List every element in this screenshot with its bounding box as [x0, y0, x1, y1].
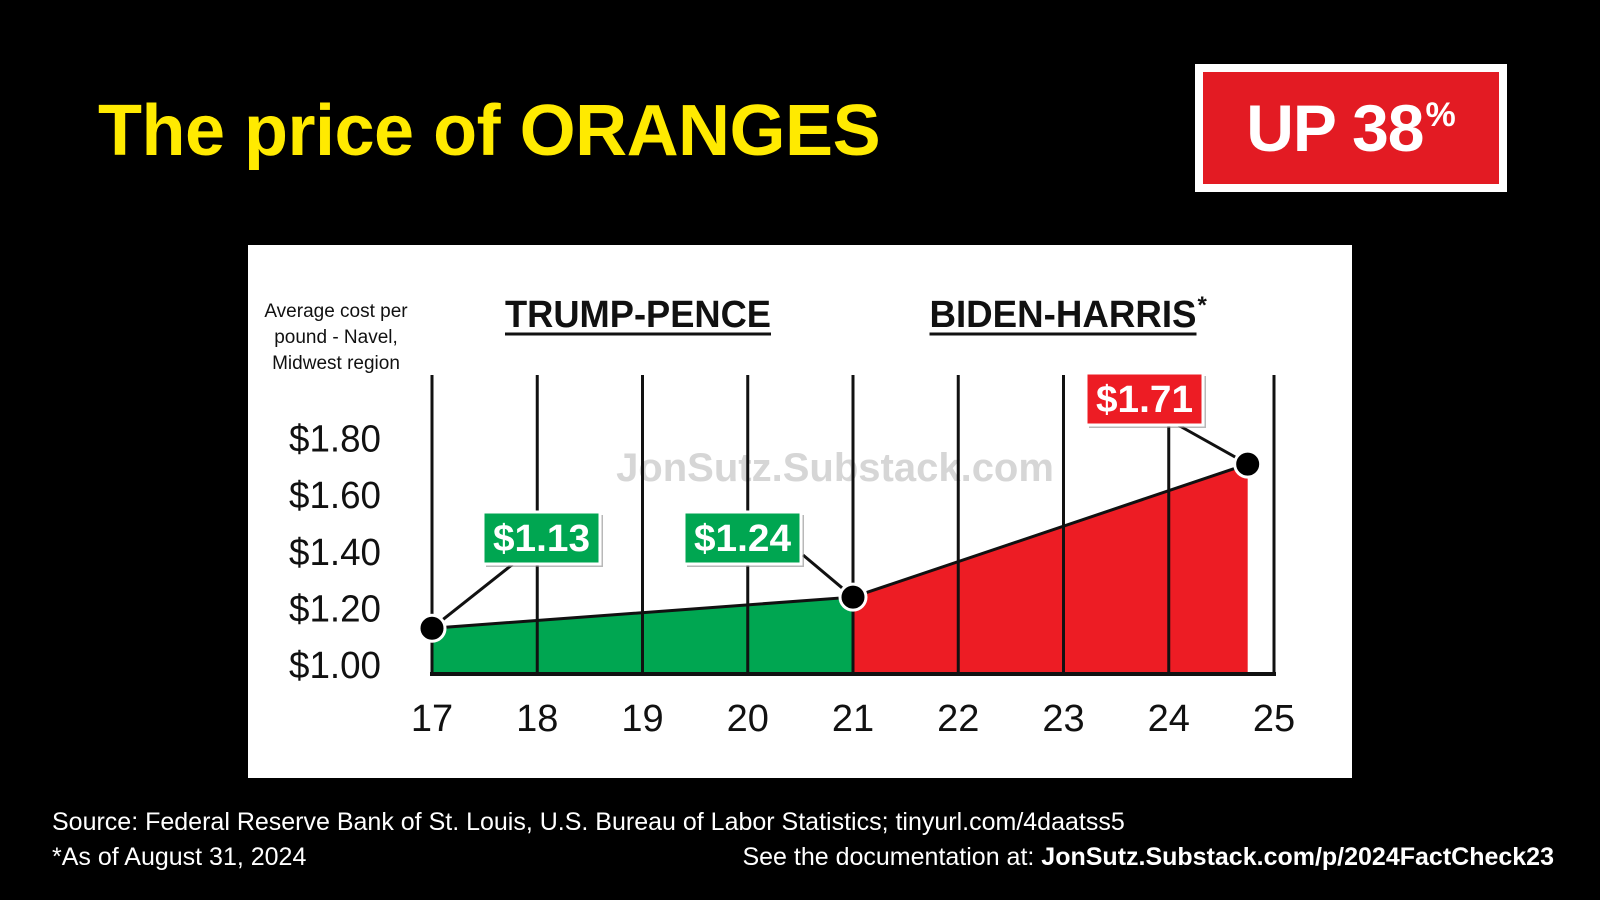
- value-label-box: [481, 510, 602, 566]
- x-tick-label: 23: [1042, 698, 1084, 740]
- y-tick-label: $1.20: [289, 588, 381, 630]
- y-tick-label: $1.60: [289, 475, 381, 517]
- data-point-marker: [1233, 449, 1263, 479]
- orange-price-chart: JonSutz.Substack.com Average cost per poun…: [264, 292, 1295, 740]
- chart-panel: JonSutz.Substack.com Average cost per poun…: [248, 245, 1352, 778]
- biden-harris-area: [853, 464, 1248, 673]
- y-axis-description-line: pound - Navel,: [274, 327, 398, 348]
- value-label-text: $1.71: [1096, 379, 1193, 421]
- watermark-text: JonSutz.Substack.com: [616, 446, 1054, 490]
- data-point-marker: [417, 613, 447, 643]
- data-point-marker: [838, 582, 868, 612]
- asterisk-note: *As of August 31, 2024: [52, 843, 307, 871]
- x-tick-label: 19: [621, 698, 663, 740]
- page-title: The price of ORANGES: [98, 91, 881, 171]
- trump-pence-header: TRUMP-PENCE: [505, 294, 771, 336]
- x-tick-label: 24: [1148, 698, 1190, 740]
- asterisk-mark: *: [1198, 292, 1208, 319]
- y-tick-label: $1.80: [289, 419, 381, 461]
- value-label-leader: [431, 562, 514, 630]
- x-tick-label: 17: [411, 698, 453, 740]
- x-tick-label: 20: [727, 698, 769, 740]
- y-tick-label: $1.40: [289, 532, 381, 574]
- badge-percent-sign: %: [1425, 96, 1456, 134]
- biden-harris-header: BIDEN-HARRIS: [930, 294, 1197, 336]
- value-label-text: $1.24: [694, 518, 791, 560]
- x-tick-label: 18: [516, 698, 558, 740]
- value-label-box: [1084, 371, 1205, 427]
- source-citation: Source: Federal Reserve Bank of St. Loui…: [52, 808, 1125, 836]
- x-tick-label: 21: [832, 698, 874, 740]
- badge-value: UP 38: [1246, 91, 1424, 165]
- documentation-link[interactable]: JonSutz.Substack.com/p/2024FactCheck23: [1041, 843, 1554, 871]
- percent-change-badge: UP 38 %: [1195, 64, 1507, 192]
- x-tick-label: 25: [1253, 698, 1295, 740]
- y-tick-label: $1.00: [289, 645, 381, 687]
- value-label-box: [682, 510, 803, 566]
- value-label-text: $1.13: [493, 518, 590, 560]
- y-axis-description-line: Average cost per: [264, 301, 408, 322]
- documentation-prefix: See the documentation at:: [742, 843, 1042, 871]
- documentation-line: See the documentation at: JonSutz.Substa…: [742, 843, 1554, 872]
- y-axis-description-line: Midwest region: [272, 353, 400, 374]
- x-tick-label: 22: [937, 698, 979, 740]
